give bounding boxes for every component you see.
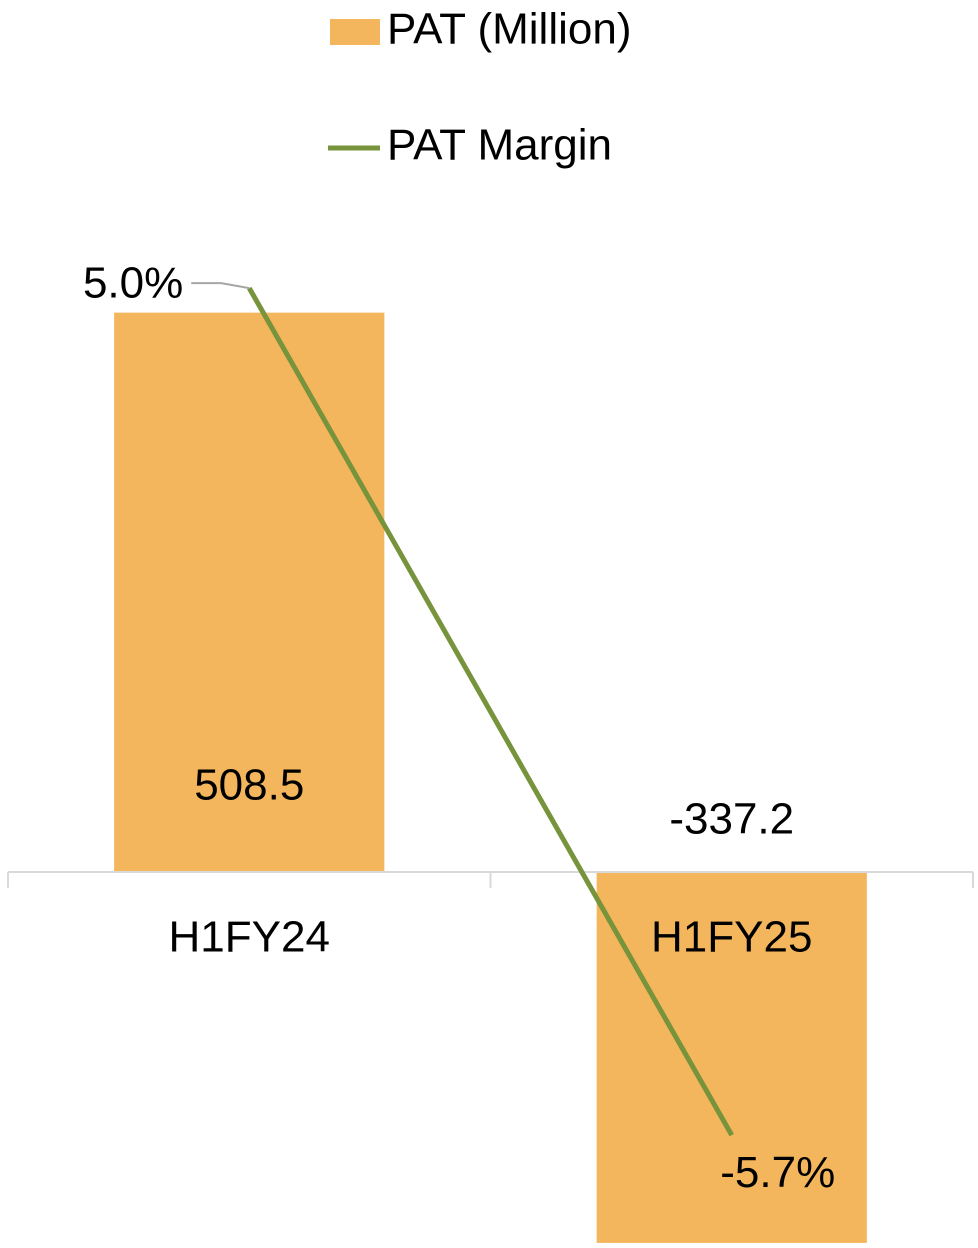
x-tick-label: H1FY25 (651, 913, 812, 962)
legend-label: PAT (Million) (387, 5, 631, 54)
bar (596, 872, 867, 1243)
legend-swatch (330, 19, 380, 45)
leader-line (191, 282, 250, 290)
data-label: 5.0% (83, 259, 183, 308)
legend-label: PAT Margin (387, 121, 612, 170)
x-tick-label: H1FY24 (169, 913, 330, 962)
bar (114, 312, 385, 872)
data-label: 508.5 (194, 761, 304, 810)
data-label: -5.7% (720, 1148, 835, 1197)
data-label: -337.2 (669, 795, 794, 844)
line (247, 286, 734, 1137)
